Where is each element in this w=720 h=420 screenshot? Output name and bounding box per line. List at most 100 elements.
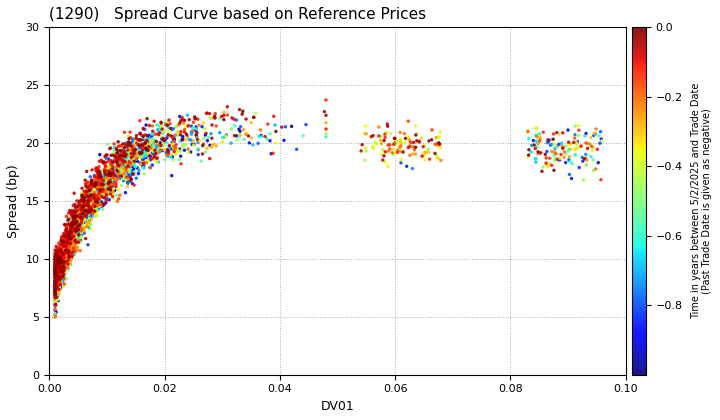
Point bbox=[50, 275, 61, 281]
Point bbox=[76, 218, 87, 225]
Point bbox=[53, 261, 65, 268]
Point bbox=[63, 245, 75, 252]
Point bbox=[71, 225, 82, 232]
Point bbox=[235, 123, 246, 130]
Point bbox=[102, 158, 114, 165]
Point bbox=[52, 265, 63, 272]
Point bbox=[76, 213, 87, 220]
Point bbox=[75, 247, 86, 254]
Point bbox=[96, 182, 108, 189]
Point bbox=[50, 243, 62, 250]
Point bbox=[88, 210, 99, 217]
Point bbox=[53, 269, 64, 276]
Point bbox=[95, 174, 107, 181]
Point bbox=[66, 248, 77, 255]
Point bbox=[549, 141, 560, 148]
Point bbox=[76, 190, 87, 197]
Point bbox=[55, 252, 66, 259]
Point bbox=[63, 216, 74, 223]
Point bbox=[53, 254, 65, 260]
Point bbox=[83, 209, 94, 215]
Point bbox=[50, 284, 61, 291]
Point bbox=[588, 156, 599, 163]
Point bbox=[66, 244, 77, 251]
Point bbox=[64, 237, 76, 244]
Point bbox=[72, 208, 84, 215]
Point bbox=[73, 232, 84, 239]
Point bbox=[65, 261, 76, 268]
Point bbox=[69, 212, 81, 219]
Point bbox=[78, 213, 89, 220]
Point bbox=[53, 260, 65, 266]
Point bbox=[81, 220, 93, 227]
Point bbox=[50, 256, 61, 263]
Point bbox=[89, 183, 101, 190]
Point bbox=[106, 191, 117, 198]
Point bbox=[64, 249, 76, 256]
Point bbox=[592, 146, 603, 152]
Point bbox=[50, 294, 61, 301]
Point bbox=[96, 193, 107, 199]
Point bbox=[51, 265, 63, 272]
Point bbox=[133, 167, 145, 174]
Point bbox=[73, 210, 84, 216]
Point bbox=[52, 266, 63, 273]
Point bbox=[86, 187, 97, 194]
Point bbox=[181, 133, 193, 140]
Point bbox=[186, 123, 197, 129]
Point bbox=[81, 180, 92, 186]
Point bbox=[62, 248, 73, 255]
Point bbox=[58, 253, 69, 260]
Point bbox=[50, 289, 61, 296]
Point bbox=[55, 260, 67, 267]
Point bbox=[96, 172, 108, 179]
Point bbox=[255, 127, 266, 134]
Point bbox=[80, 198, 91, 205]
Point bbox=[532, 151, 544, 158]
Point bbox=[54, 252, 66, 259]
Point bbox=[67, 219, 78, 226]
Point bbox=[70, 220, 81, 227]
Point bbox=[180, 141, 192, 148]
Point bbox=[50, 266, 61, 273]
Point bbox=[54, 255, 66, 262]
Point bbox=[92, 195, 104, 202]
Point bbox=[542, 136, 554, 143]
Point bbox=[100, 163, 112, 170]
Point bbox=[195, 158, 207, 165]
Point bbox=[84, 207, 95, 214]
Point bbox=[111, 167, 122, 174]
Point bbox=[71, 221, 83, 228]
Point bbox=[65, 236, 76, 242]
Point bbox=[95, 195, 107, 202]
Point bbox=[50, 287, 61, 294]
Point bbox=[51, 265, 63, 271]
Point bbox=[96, 192, 108, 199]
Point bbox=[185, 149, 197, 155]
Point bbox=[68, 240, 79, 247]
Point bbox=[53, 273, 64, 280]
Point bbox=[83, 207, 94, 214]
Point bbox=[286, 123, 297, 130]
Point bbox=[112, 172, 124, 179]
Point bbox=[68, 226, 80, 233]
Point bbox=[140, 150, 151, 156]
Point bbox=[63, 236, 75, 243]
Point bbox=[62, 231, 73, 238]
Point bbox=[54, 273, 66, 279]
Point bbox=[114, 158, 126, 164]
Point bbox=[108, 170, 120, 177]
Point bbox=[50, 276, 61, 283]
Point bbox=[50, 284, 62, 291]
Point bbox=[97, 159, 109, 166]
Point bbox=[63, 224, 75, 231]
Point bbox=[389, 139, 400, 146]
Point bbox=[94, 183, 105, 190]
Point bbox=[101, 194, 112, 201]
Point bbox=[96, 186, 107, 193]
Point bbox=[120, 164, 132, 171]
Point bbox=[378, 137, 390, 144]
Point bbox=[83, 186, 94, 193]
Point bbox=[531, 124, 542, 131]
Point bbox=[121, 174, 132, 181]
